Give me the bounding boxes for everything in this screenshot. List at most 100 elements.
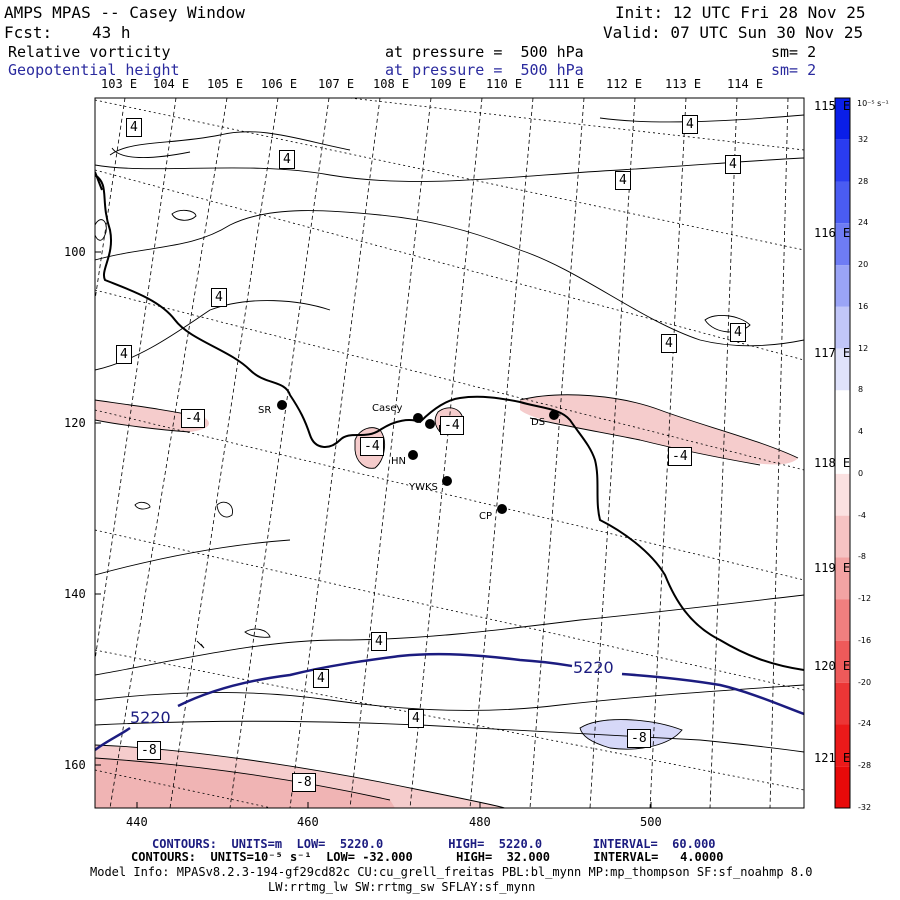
axis-ticks <box>95 251 652 808</box>
forecast-value: 43 h <box>92 23 131 42</box>
vorticity-contours <box>95 114 804 808</box>
colorbar-swatch <box>835 98 850 140</box>
valid-time: Valid: 07 UTC Sun 30 Nov 25 <box>603 23 864 42</box>
colorbar-swatch <box>835 223 850 266</box>
field2-pressure: at pressure = 500 hPa <box>385 61 584 79</box>
station-label-hn: HN <box>391 456 406 467</box>
colorbar-swatch <box>835 432 850 474</box>
colorbar-swatch <box>835 390 850 433</box>
colorbar-swatch <box>835 265 850 307</box>
colorbar-label: -16 <box>858 635 872 645</box>
coastline <box>95 171 804 671</box>
colorbar-label: -32 <box>858 803 872 812</box>
vort-label: -8 <box>292 773 316 792</box>
colorbar-label: 16 <box>858 301 869 311</box>
colorbar-label: -4 <box>858 510 866 520</box>
colorbar-swatch <box>835 557 850 600</box>
colorbar-swatch <box>835 724 850 767</box>
x-tick-label: 440 <box>126 815 148 829</box>
colorbar-label: -28 <box>858 761 872 771</box>
y-tick-label: 140 <box>64 587 86 601</box>
field1-pressure: at pressure = 500 hPa <box>385 43 584 61</box>
vort-label: 4 <box>408 709 424 728</box>
colorbar-label: 4 <box>858 427 864 437</box>
vort-label: -4 <box>440 416 464 435</box>
vort-label: 4 <box>661 334 677 353</box>
vort-label: 4 <box>615 171 631 190</box>
colorbar-swatch <box>835 599 850 641</box>
field1-smoothing: sm= 2 <box>771 43 817 61</box>
vort-label: 4 <box>682 115 698 134</box>
lon-label-top: 111 E <box>548 77 585 91</box>
vorticity-neg-region-strong <box>95 758 395 808</box>
vorticity-contour-info: CONTOURS: UNITS=10⁻⁵ s⁻¹ LOW= -32.000 HI… <box>131 850 724 864</box>
colorbar-label: 32 <box>858 134 869 144</box>
vort-label: -8 <box>137 741 161 760</box>
vort-label: 4 <box>211 288 227 307</box>
height-contour-info: CONTOURS: UNITS=m LOW= 5220.0 HIGH= 5220… <box>152 837 716 851</box>
height-contour-label: 5220 <box>130 708 171 727</box>
colorbar-label: 20 <box>858 260 869 270</box>
vort-label: 4 <box>371 632 387 651</box>
y-tick-label: 120 <box>64 416 86 430</box>
lon-label-right: 117 E <box>814 346 851 360</box>
lon-label-right: 118 E <box>814 456 851 470</box>
colorbar-label: -20 <box>858 677 872 687</box>
lon-label-top: 108 E <box>373 77 410 91</box>
colorbar-swatch <box>835 306 850 349</box>
colorbar-label: 12 <box>858 343 869 353</box>
vorticity-neg-region <box>95 400 210 432</box>
colorbar-label: -12 <box>858 594 872 604</box>
colorbar-label: -8 <box>858 552 866 562</box>
window-title: AMPS MPAS -- Casey Window <box>4 3 245 22</box>
lon-label-top: 110 E <box>486 77 523 91</box>
lon-label-top: 105 E <box>207 77 244 91</box>
lat-graticule <box>95 98 804 808</box>
station-label-sr: SR <box>258 405 272 416</box>
x-tick-label: 460 <box>297 815 319 829</box>
vort-label: -8 <box>627 729 651 748</box>
lon-label-right: 119 E <box>814 561 851 575</box>
x-tick-label: 480 <box>469 815 491 829</box>
vort-label: 4 <box>725 155 741 174</box>
model-info: Model Info: MPASv8.2.3-194-gf29cd82c CU:… <box>90 865 813 879</box>
lon-label-top: 114 E <box>727 77 764 91</box>
station-label-cp: DS <box>531 417 546 428</box>
colorbar <box>834 97 851 809</box>
colorbar-swatch <box>835 515 850 558</box>
lon-label-top: 103 E <box>101 77 138 91</box>
station-label-casey: Casey <box>372 403 403 414</box>
vort-label: 4 <box>116 345 132 364</box>
field2-name: Geopotential height <box>8 61 180 79</box>
colorbar-unit: 10⁻⁵ s⁻¹ <box>857 99 889 108</box>
y-tick-label: 100 <box>64 245 86 259</box>
colorbar-label: 24 <box>858 218 869 228</box>
lon-label-top: 107 E <box>318 77 355 91</box>
colorbar-swatch <box>835 766 850 808</box>
colorbar-swatch <box>835 348 850 391</box>
colorbar-label: -24 <box>858 719 872 729</box>
vort-label: 4 <box>730 323 746 342</box>
x-tick-label: 500 <box>640 815 662 829</box>
vort-label: 4 <box>126 118 142 137</box>
station-label-ywks: YWKS <box>409 482 438 493</box>
colorbar-swatch <box>835 682 850 725</box>
forecast-label: Fcst: <box>4 23 53 42</box>
lon-graticule <box>95 98 789 808</box>
colorbar-swatch <box>835 181 850 224</box>
vort-label: -4 <box>668 447 692 466</box>
height-contour-label: 5220 <box>573 658 614 677</box>
vorticity-neg-region <box>520 394 798 465</box>
vort-label: -4 <box>181 409 205 428</box>
colorbar-swatch <box>835 640 850 683</box>
colorbar-label: 0 <box>858 468 864 478</box>
y-tick-label: 160 <box>64 758 86 772</box>
lon-label-top: 104 E <box>153 77 190 91</box>
lon-label-right: 121 E <box>814 751 851 765</box>
init-time: Init: 12 UTC Fri 28 Nov 25 <box>615 3 866 22</box>
field2-smoothing: sm= 2 <box>771 61 817 79</box>
vort-label: -4 <box>360 437 384 456</box>
colorbar-frame <box>834 97 851 809</box>
vort-label: 4 <box>279 150 295 169</box>
